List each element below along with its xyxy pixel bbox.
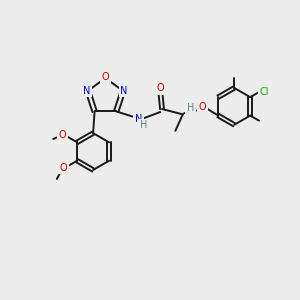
Text: Cl: Cl xyxy=(260,87,269,97)
Text: H: H xyxy=(140,120,148,130)
Text: O: O xyxy=(157,83,164,93)
Text: O: O xyxy=(60,163,68,173)
Text: N: N xyxy=(83,86,90,96)
Text: O: O xyxy=(59,130,67,140)
Text: N: N xyxy=(135,114,142,124)
Text: N: N xyxy=(120,86,128,96)
Text: O: O xyxy=(199,102,207,112)
Text: H: H xyxy=(187,103,194,113)
Text: O: O xyxy=(102,73,109,82)
